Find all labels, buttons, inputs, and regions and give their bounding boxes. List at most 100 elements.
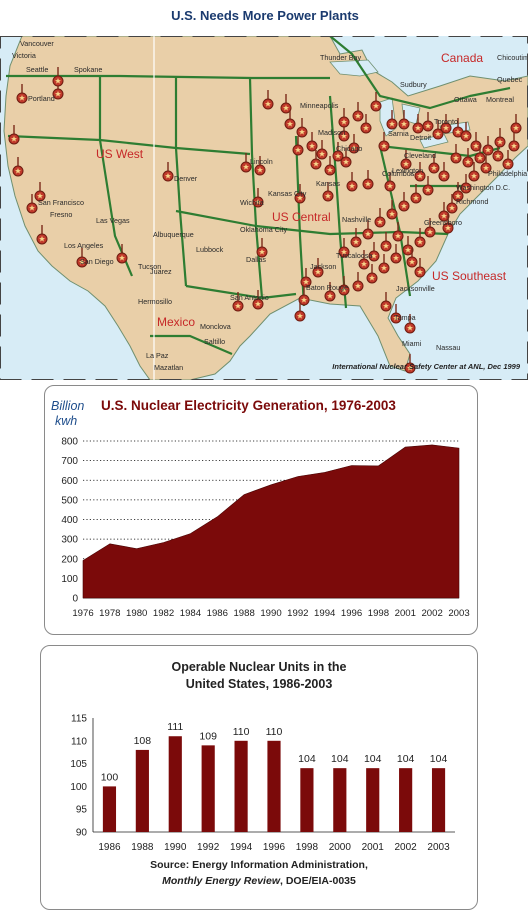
x-tick-label: 2003 — [427, 842, 450, 853]
city-label: Minneapolis — [300, 101, 339, 110]
bar — [300, 768, 314, 832]
city-label: Las Vegas — [96, 216, 130, 225]
chart-source: Monthly Energy Review, DOE/EIA-0035 — [162, 875, 356, 887]
y-tick-label: 200 — [61, 554, 78, 565]
x-tick-label: 1980 — [126, 608, 147, 619]
city-label: Baton Rouge — [306, 283, 348, 292]
bar — [431, 768, 446, 832]
city-label: Los Angeles — [64, 241, 104, 250]
y-tick-label: 700 — [61, 456, 78, 467]
x-tick-label: 1990 — [164, 842, 187, 853]
city-label: La Paz — [146, 351, 169, 360]
data-label: 104 — [430, 753, 448, 765]
x-tick-label: 1988 — [233, 608, 254, 619]
data-label: 104 — [298, 753, 316, 765]
x-tick-label: 2001 — [395, 608, 416, 619]
city-label: Fresno — [50, 210, 72, 219]
x-tick-label: 2002 — [395, 842, 418, 853]
data-label: 100 — [101, 771, 119, 783]
city-label: Montreal — [486, 95, 514, 104]
data-label: 104 — [331, 753, 349, 765]
city-label: Jacksonville — [396, 284, 435, 293]
map-frame — [0, 36, 528, 380]
bar — [201, 745, 215, 832]
city-label: Tampa — [394, 313, 416, 322]
data-label: 108 — [134, 735, 152, 747]
x-tick-label: 1998 — [296, 842, 319, 853]
region-label-us-west: US West — [96, 147, 144, 161]
city-label: Kansas City — [268, 189, 307, 198]
region-label-us-central: US Central — [272, 210, 331, 224]
city-label: Portland — [28, 94, 55, 103]
city-label: Detroit — [410, 133, 431, 142]
city-label: Ottawa — [454, 95, 477, 104]
us-power-plant-map: US West US Central US Southeast Mexico C… — [0, 36, 528, 380]
x-tick-label: 1992 — [197, 842, 220, 853]
chart-source: Source: Energy Information Administratio… — [150, 859, 368, 871]
city-label: Hermosillo — [138, 297, 172, 306]
city-label: Chicago — [336, 144, 362, 153]
city-label: Lexington — [392, 166, 423, 175]
x-tick-label: 1994 — [230, 842, 253, 853]
y-tick-label: 600 — [61, 476, 78, 487]
bar — [333, 768, 347, 832]
bar — [102, 786, 117, 832]
city-label: Saltillo — [204, 337, 225, 346]
city-label: Nassau — [436, 343, 460, 352]
city-label: Kansas — [316, 179, 340, 188]
y-tick-label: 95 — [76, 805, 88, 816]
map-credit: International Nuclear Safety Center at A… — [332, 362, 521, 371]
chart-annotation-unit: kwh — [55, 414, 77, 428]
y-tick-label: 800 — [61, 437, 78, 448]
city-label: Washington D.C. — [456, 183, 510, 192]
city-label: San Antonio — [230, 293, 269, 302]
x-tick-label: 1988 — [131, 842, 154, 853]
x-tick-label: 2001 — [362, 842, 385, 853]
city-label: Lubbock — [196, 245, 224, 254]
data-label: 104 — [397, 753, 415, 765]
page-title: U.S. Needs More Power Plants — [171, 8, 359, 23]
bar — [399, 768, 413, 832]
x-tick-label: 2003 — [448, 608, 469, 619]
bar — [234, 740, 248, 832]
city-label: Vancouver — [20, 39, 54, 48]
city-label: Denver — [174, 174, 198, 183]
state-borders — [6, 36, 511, 356]
chart-title: U.S. Nuclear Electricity Generation, 197… — [101, 398, 396, 413]
y-tick-label: 100 — [61, 574, 78, 585]
city-label: Wichita — [240, 198, 264, 207]
city-label: San Francisco — [38, 198, 84, 207]
city-label: Cleveland — [404, 151, 436, 160]
bar — [267, 740, 281, 832]
city-label: Tuscaloosa — [336, 251, 373, 260]
x-tick-label: 1978 — [99, 608, 120, 619]
region-label-us-southeast: US Southeast — [432, 269, 507, 283]
city-label: Quebec — [497, 75, 523, 84]
x-tick-label: 1998 — [368, 608, 389, 619]
data-label: 111 — [167, 721, 183, 733]
city-label: Lincoln — [250, 157, 273, 166]
city-label: Mazatlan — [154, 363, 183, 372]
x-tick-label: 1996 — [263, 842, 286, 853]
city-label: Albuquerque — [153, 230, 194, 239]
city-label: Seattle — [26, 65, 48, 74]
y-tick-label: 400 — [61, 515, 78, 526]
city-label: Dallas — [246, 255, 266, 264]
city-label: Greensboro — [424, 218, 462, 227]
generation-chart-panel: Billion kwh U.S. Nuclear Electricity Gen… — [44, 385, 478, 635]
chart-title: Operable Nuclear Units in the — [171, 660, 346, 674]
y-tick-label: 500 — [61, 495, 78, 506]
x-tick-label: 1976 — [72, 608, 93, 619]
city-label: Oklahoma City — [240, 225, 288, 234]
city-label: Sarnia — [388, 129, 409, 138]
x-tick-label: 2002 — [421, 608, 442, 619]
city-label: Thunder Bay — [320, 53, 362, 62]
x-tick-label: 1996 — [341, 608, 362, 619]
city-label: Juarez — [150, 267, 172, 276]
chart-title: United States, 1986-2003 — [186, 677, 333, 691]
city-label: Monclova — [200, 322, 231, 331]
data-label: 104 — [364, 753, 382, 765]
units-chart: Operable Nuclear Units in the United Sta… — [70, 660, 455, 887]
city-label: Miami — [402, 339, 422, 348]
data-label: 110 — [233, 726, 250, 738]
